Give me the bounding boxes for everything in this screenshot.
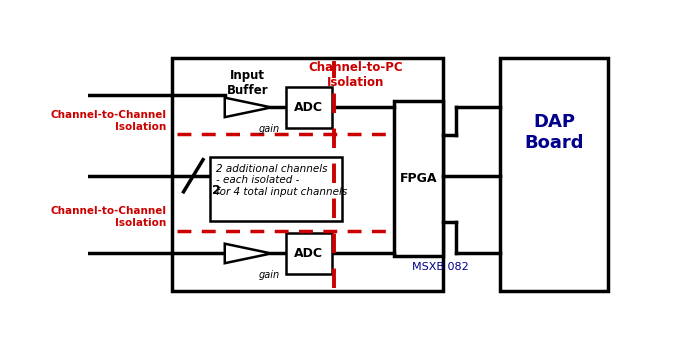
Bar — [286, 234, 332, 274]
Text: gain: gain — [258, 270, 279, 280]
Text: 2: 2 — [212, 184, 221, 197]
Bar — [286, 87, 332, 127]
Text: 2 additional channels
- each isolated -
for 4 total input channels: 2 additional channels - each isolated - … — [216, 164, 347, 197]
Text: Channel-to-Channel
Isolation: Channel-to-Channel Isolation — [50, 110, 166, 132]
Polygon shape — [225, 98, 272, 117]
Text: Input
Buffer: Input Buffer — [227, 69, 268, 96]
Text: ADC: ADC — [294, 247, 323, 260]
Text: ADC: ADC — [294, 101, 323, 114]
Text: DAP
Board: DAP Board — [524, 113, 584, 152]
Bar — [209, 157, 342, 221]
Text: Channel-to-Channel
Isolation: Channel-to-Channel Isolation — [50, 206, 166, 228]
Text: gain: gain — [258, 124, 279, 134]
Bar — [394, 101, 443, 256]
Text: Channel-to-PC
Isolation: Channel-to-PC Isolation — [309, 61, 403, 88]
Bar — [500, 58, 608, 291]
Polygon shape — [225, 244, 272, 263]
Bar — [172, 58, 443, 291]
Text: MSXB 082: MSXB 082 — [412, 262, 468, 272]
Text: FPGA: FPGA — [400, 172, 438, 185]
